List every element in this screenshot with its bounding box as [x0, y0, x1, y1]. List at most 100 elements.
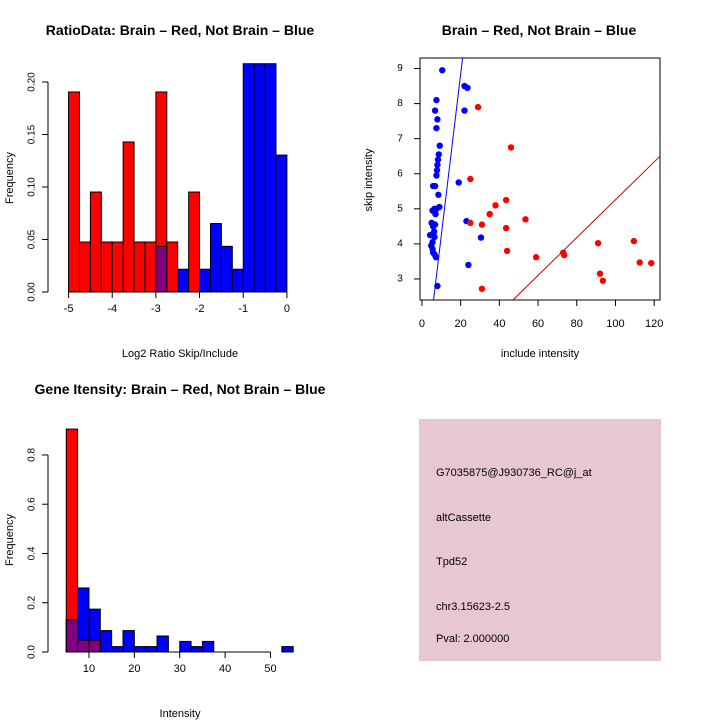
- info-panel-background: [419, 419, 661, 661]
- x-tick-label: -5: [64, 303, 74, 315]
- point-brain-17: [648, 259, 655, 267]
- point-brain-19: [599, 277, 607, 284]
- ratio-histogram-ylabel: Frequency: [4, 152, 16, 204]
- bar-overlap-0: [65, 619, 79, 653]
- y-tick-label: 0.6: [27, 497, 38, 511]
- y-tick-label: 3: [397, 274, 403, 285]
- bar-not-brain-11: [201, 640, 215, 653]
- bar-overlap-0: [155, 245, 168, 293]
- bar-not-brain-2: [199, 268, 211, 293]
- x-tick-label: 30: [174, 663, 186, 675]
- scatter-ylabel: skip intensity: [363, 148, 375, 211]
- bar-overlap-2: [88, 639, 101, 653]
- bar-brain-4: [111, 241, 124, 293]
- x-tick-label: 60: [532, 318, 544, 330]
- y-tick-label: 0.10: [27, 177, 38, 197]
- scatter-xlabel: include intensity: [501, 348, 580, 360]
- y-tick-label: 5: [397, 203, 403, 214]
- bar-not-brain-3: [209, 223, 222, 293]
- x-tick-label: 50: [264, 663, 276, 675]
- y-tick-label: 0.15: [27, 124, 38, 144]
- location-text: chr3.15623-2.5: [436, 601, 510, 613]
- x-tick-label: -4: [107, 303, 117, 315]
- point-not-brain-37: [432, 254, 440, 261]
- scatter-title: Brain – Red, Not Brain – Blue: [442, 22, 637, 38]
- point-not-brain-13: [433, 172, 440, 179]
- point-not-brain-31: [477, 234, 485, 241]
- ratio-histogram-xlabel: Log2 Ratio Skip/Include: [122, 348, 238, 360]
- point-brain-15: [532, 254, 540, 261]
- event-type-text: altCassette: [436, 512, 491, 524]
- y-tick-label: 0.05: [27, 229, 38, 249]
- point-not-brain-12: [433, 167, 441, 174]
- intensity-histogram-xlabel: Intensity: [160, 708, 201, 720]
- point-not-brain-22: [432, 210, 439, 218]
- x-tick-label: 20: [128, 663, 140, 675]
- bar-not-brain-7: [253, 63, 266, 293]
- ratio-histogram-panel: RatioData: Brain – Red, Not Brain – Blue…: [4, 22, 314, 360]
- y-tick-label: 0.8: [27, 448, 38, 462]
- bar-not-brain-4: [220, 245, 233, 293]
- bar-not-brain-6: [133, 646, 147, 653]
- y-tick-label: 9: [397, 63, 403, 74]
- bar-not-brain-8: [264, 63, 277, 293]
- bar-not-brain-7: [145, 646, 158, 653]
- intensity-histogram-title: Gene Itensity: Brain – Red, Not Brain – …: [35, 381, 326, 397]
- point-not-brain-26: [429, 223, 437, 230]
- point-brain-10: [630, 237, 638, 245]
- bar-not-brain-3: [99, 630, 113, 653]
- scatter-axes: 0 20 40 60 80 100 120 3 4 5 6 7 8 9: [397, 63, 663, 330]
- point-not-brain-6: [434, 116, 441, 123]
- point-brain-4: [492, 202, 499, 209]
- intensity-histogram-ylabel: Frequency: [4, 514, 16, 566]
- point-not-brain-17: [435, 191, 442, 198]
- bar-not-brain-0: [177, 268, 190, 293]
- point-not-brain-7: [433, 124, 440, 132]
- point-not-brain-9: [435, 151, 442, 158]
- pval-text: Pval: 2.000000: [436, 633, 509, 645]
- bar-brain-1: [78, 241, 91, 293]
- bar-brain-5: [122, 141, 135, 293]
- y-tick-label: 0.00: [27, 282, 38, 302]
- intensity-scatter-panel: Brain – Red, Not Brain – Blue include in…: [363, 22, 663, 360]
- x-tick-label: -1: [238, 303, 248, 315]
- point-brain-0: [474, 103, 482, 111]
- point-brain-20: [478, 285, 486, 292]
- scatter-points: [426, 67, 655, 292]
- x-tick-label: 20: [455, 318, 467, 330]
- point-brain-11: [594, 239, 602, 247]
- point-not-brain-8: [436, 142, 443, 149]
- point-brain-1: [507, 144, 515, 151]
- x-tick-label: 40: [493, 318, 505, 330]
- bar-brain-10: [188, 191, 201, 293]
- point-brain-16: [636, 259, 643, 266]
- point-not-brain-5: [461, 107, 468, 114]
- point-brain-5: [486, 210, 493, 218]
- fit-line-1: [512, 155, 661, 301]
- y-tick-label: 8: [397, 98, 403, 109]
- intensity-histogram-panel: Gene Itensity: Brain – Red, Not Brain – …: [4, 381, 326, 720]
- point-not-brain-1: [433, 96, 440, 104]
- point-not-brain-16: [429, 182, 437, 190]
- bar-not-brain-6: [242, 63, 255, 293]
- y-tick-label: 0.20: [27, 72, 38, 92]
- y-tick-label: 0.0: [27, 645, 38, 659]
- point-not-brain-11: [434, 161, 441, 169]
- x-tick-label: -3: [151, 303, 161, 315]
- bar-brain-2: [89, 191, 102, 293]
- x-tick-label: 0: [284, 303, 290, 315]
- x-tick-label: 0: [419, 318, 425, 330]
- point-not-brain-38: [465, 261, 472, 269]
- bar-not-brain-10: [190, 646, 203, 653]
- x-tick-label: 80: [571, 318, 583, 330]
- x-tick-label: 100: [606, 318, 624, 330]
- point-brain-9: [502, 224, 510, 232]
- x-tick-label: 40: [219, 663, 231, 675]
- ratio-histogram-bars: [68, 63, 288, 293]
- point-brain-7: [467, 219, 474, 227]
- scatter-plot-box: [419, 57, 661, 301]
- y-tick-label: 6: [397, 168, 403, 179]
- bar-not-brain-5: [231, 268, 244, 293]
- gene-name-text: Tpd52: [436, 556, 467, 568]
